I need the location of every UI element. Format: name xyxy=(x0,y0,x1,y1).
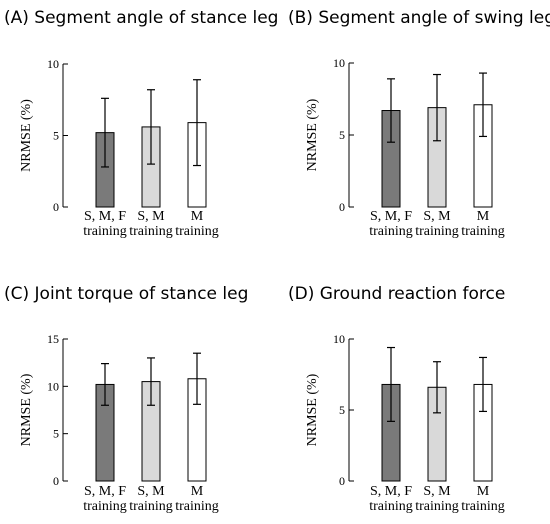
category-label: training xyxy=(415,224,459,239)
y-axis-label: NRMSE (%) xyxy=(19,99,34,172)
category-label: S, M, F xyxy=(370,209,412,224)
category-label: training xyxy=(83,224,127,239)
panel-title: (D) Ground reaction force xyxy=(288,284,505,304)
category-label: training xyxy=(415,499,459,514)
y-tick-label: 5 xyxy=(339,403,345,417)
category-label: S, M xyxy=(137,209,165,224)
category-label: M xyxy=(191,209,204,224)
y-tick-label: 0 xyxy=(339,200,345,214)
category-label: M xyxy=(477,484,490,499)
category-label: training xyxy=(369,224,413,239)
y-tick-label: 5 xyxy=(53,427,59,441)
category-label: S, M xyxy=(423,484,451,499)
y-tick-label: 0 xyxy=(339,474,345,488)
category-label: S, M, F xyxy=(370,484,412,499)
y-tick-label: 5 xyxy=(53,129,59,143)
y-tick-label: 10 xyxy=(333,332,345,346)
category-label: S, M xyxy=(137,484,165,499)
category-label: training xyxy=(175,224,219,239)
y-axis-label: NRMSE (%) xyxy=(305,373,320,446)
y-tick-label: 5 xyxy=(339,128,345,142)
category-label: training xyxy=(461,224,505,239)
category-label: S, M xyxy=(423,209,451,224)
panel-b: (B) Segment angle of swing leg 0 5 10 NRMSE… xyxy=(288,8,550,239)
category-label: training xyxy=(129,499,173,514)
y-tick-label: 10 xyxy=(333,56,345,70)
category-label: M xyxy=(191,484,204,499)
category-label: training xyxy=(129,224,173,239)
y-axis-label: NRMSE (%) xyxy=(19,373,34,446)
category-label: training xyxy=(83,499,127,514)
panel-c: (C) Joint torque of stance leg 0 5 10 15 NRM… xyxy=(4,284,248,514)
category-label: S, M, F xyxy=(84,209,126,224)
panel-title: (A) Segment angle of stance leg xyxy=(4,8,278,28)
y-tick-label: 15 xyxy=(47,332,59,346)
y-tick-label: 10 xyxy=(47,379,59,393)
category-label: training xyxy=(369,499,413,514)
y-axis-label: NRMSE (%) xyxy=(305,98,320,171)
y-tick-label: 0 xyxy=(53,200,59,214)
y-tick-label: 10 xyxy=(47,57,59,71)
panel-title: (C) Joint torque of stance leg xyxy=(4,284,248,304)
category-label: training xyxy=(175,499,219,514)
y-tick-label: 0 xyxy=(53,474,59,488)
category-label: M xyxy=(477,209,490,224)
panel-d: (D) Ground reaction force 0 5 10 NRMSE (%) S… xyxy=(288,284,505,514)
category-label: S, M, F xyxy=(84,484,126,499)
category-label: training xyxy=(461,499,505,514)
panel-title: (B) Segment angle of swing leg xyxy=(288,8,550,28)
panel-a: (A) Segment angle of stance leg 0 5 10 NRMS… xyxy=(4,8,278,239)
